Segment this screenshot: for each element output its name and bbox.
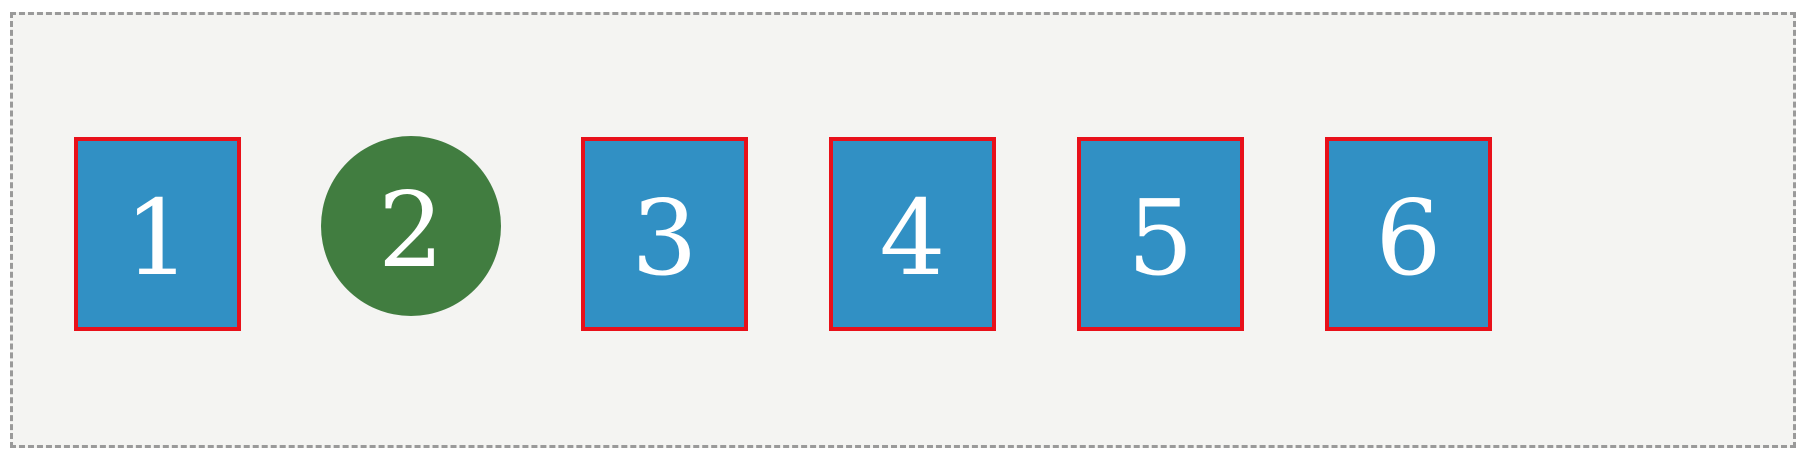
square-item-3: 3: [581, 137, 748, 331]
circle-item-2: 2: [321, 136, 501, 316]
item-label: 3: [631, 177, 698, 299]
item-label: 6: [1375, 177, 1442, 299]
item-label: 1: [124, 177, 191, 299]
square-item-5: 5: [1077, 137, 1244, 331]
item-label: 5: [1127, 177, 1194, 299]
square-item-4: 4: [829, 137, 996, 331]
item-label: 2: [377, 169, 445, 291]
square-item-6: 6: [1325, 137, 1492, 331]
square-item-1: 1: [74, 137, 241, 331]
item-label: 4: [879, 177, 946, 299]
diagram-canvas: 1 2 3 4 5 6: [10, 12, 1796, 448]
